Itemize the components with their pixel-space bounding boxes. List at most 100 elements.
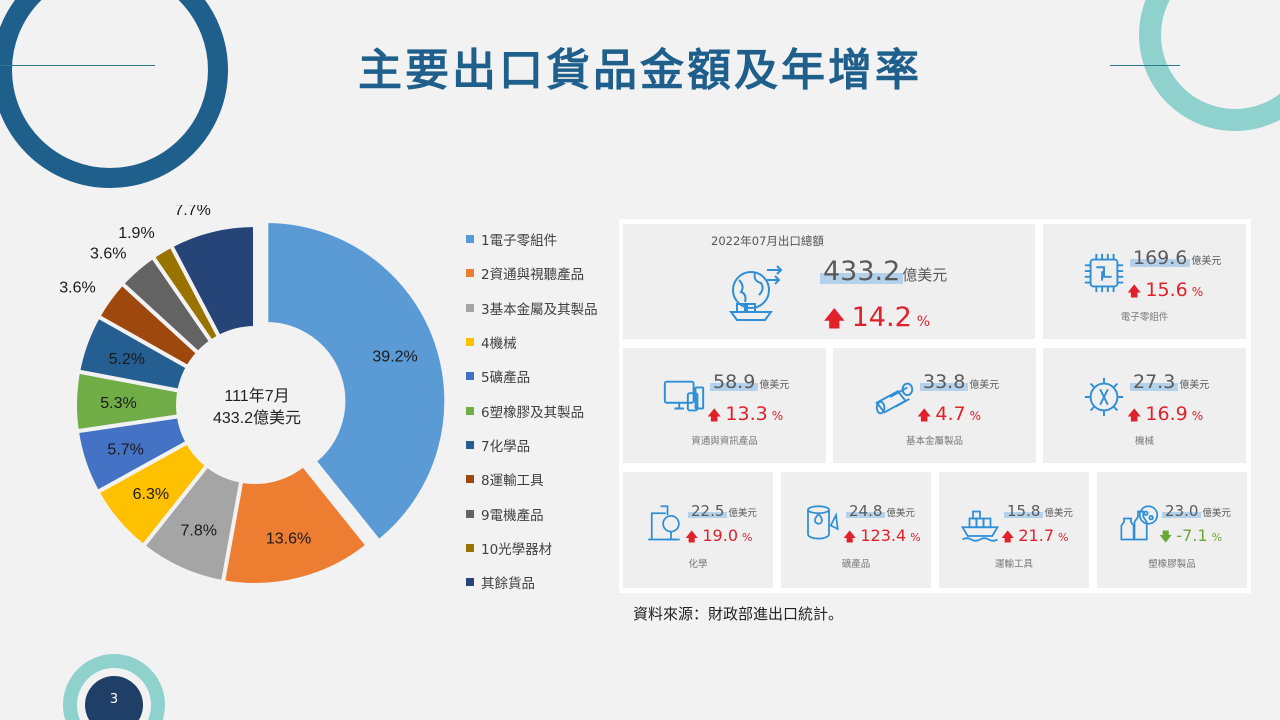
cargo-ship-icon	[960, 510, 1000, 542]
summary-caption: 2022年07月出口總額	[711, 234, 824, 248]
category-label: 礦產品	[841, 559, 871, 570]
slice-percent-label: 3.6%	[60, 279, 96, 296]
category-rate: 🡅 4.7%	[917, 403, 982, 425]
donut-slice	[264, 219, 449, 545]
category-card: 58.9 億美元 🡅 13.3% 資通與資訊產品	[623, 348, 826, 463]
data-source-note: 資料來源：財政部進出口統計。	[633, 605, 844, 623]
slice-percent-label: 39.2%	[372, 349, 417, 366]
legend-item: 10光學器材	[466, 531, 598, 565]
arrow-down-icon: 🡇	[1159, 530, 1173, 545]
slice-percent-label: 5.7%	[107, 442, 143, 459]
chip-icon	[1084, 253, 1124, 293]
category-amount: 22.5 億美元	[687, 502, 757, 520]
legend-swatch	[466, 338, 474, 347]
donut-center-line2: 433.2億美元	[213, 409, 301, 427]
legend-label: 6塑橡膠及其製品	[481, 404, 585, 421]
legend-swatch	[466, 509, 474, 518]
legend-label: 4機械	[481, 336, 517, 353]
category-rate: 🡅 123.4%	[843, 526, 921, 545]
category-card: 169.6 億美元 🡅 15.6% 電子零組件	[1043, 224, 1246, 339]
oil-barrel-icon	[807, 505, 839, 540]
category-card: 33.8 億美元 🡅 4.7% 基本金屬製品	[833, 348, 1036, 463]
category-rate: 🡅 21.7%	[1001, 526, 1069, 545]
category-card: 23.0 億美元 🡇 -7.1% 塑橡膠製品	[1097, 472, 1247, 588]
legend-item: 8運輸工具	[466, 462, 598, 496]
donut-slice	[168, 222, 257, 340]
decor-ring-top-left	[0, 0, 228, 188]
arrow-up-icon: 🡅	[1127, 284, 1142, 300]
category-amount: 24.8 億美元	[845, 502, 915, 520]
summary-card: 2022年07月出口總額 433.2 億美元 🡅 14.2%	[623, 224, 1035, 339]
category-label: 運輸工具	[994, 559, 1033, 570]
legend-label: 8運輸工具	[481, 473, 544, 490]
legend-swatch	[466, 440, 474, 449]
legend-item: 5礦產品	[466, 359, 598, 393]
legend-label: 3基本金屬及其製品	[481, 301, 598, 318]
category-label: 基本金屬製品	[905, 436, 963, 447]
arrow-up-icon: 🡅	[843, 530, 857, 545]
category-rate: 🡅 16.9%	[1127, 403, 1204, 425]
legend-item: 3基本金屬及其製品	[466, 291, 598, 325]
category-amount: 23.0 億美元	[1161, 502, 1231, 520]
category-amount: 15.8 億美元	[1003, 502, 1073, 520]
arrow-up-icon: 🡅	[685, 530, 699, 545]
metal-pipes-icon	[875, 382, 914, 415]
donut-center-line1: 111年7月	[224, 387, 289, 405]
legend-swatch	[466, 406, 474, 415]
legend-label: 9電機產品	[481, 507, 544, 524]
category-amount: 58.9 億美元	[709, 371, 790, 393]
slice-percent-label: 5.3%	[100, 395, 136, 412]
legend-swatch	[466, 235, 474, 244]
summary-amount: 433.2 億美元	[819, 256, 948, 287]
category-label: 機械	[1134, 436, 1154, 447]
arrow-up-icon: 🡅	[823, 307, 846, 332]
decor-ring-bottom-left	[63, 654, 165, 720]
legend-item: 9電機產品	[466, 496, 598, 530]
legend-label: 7化學品	[481, 438, 531, 455]
category-rate: 🡅 19.0%	[685, 526, 753, 545]
title-line-left	[0, 65, 155, 66]
category-amount: 169.6 億美元	[1129, 247, 1222, 269]
title-line-right	[1110, 65, 1180, 66]
plastic-bottles-icon	[1120, 505, 1159, 541]
slice-percent-label: 6.3%	[133, 486, 169, 503]
legend-label: 10光學器材	[481, 541, 553, 558]
slice-percent-label: 7.7%	[174, 205, 210, 219]
legend-label: 1電子零組件	[481, 233, 558, 250]
legend-swatch	[466, 269, 474, 278]
legend-swatch	[466, 578, 474, 587]
slide-title: 主要出口貨品金額及年增率	[358, 45, 922, 96]
chemistry-flask-icon	[648, 505, 680, 541]
legend-item: 4機械	[466, 325, 598, 359]
computer-devices-icon	[663, 380, 705, 412]
category-label: 化學	[688, 559, 708, 570]
slice-percent-label: 7.8%	[181, 522, 217, 539]
category-amount: 33.8 億美元	[919, 371, 1000, 393]
legend-swatch	[466, 543, 474, 552]
summary-rate: 🡅 14.2%	[823, 302, 931, 333]
arrow-up-icon: 🡅	[707, 408, 722, 424]
page-number: 3	[109, 692, 119, 707]
arrow-up-icon: 🡅	[917, 408, 932, 424]
slice-percent-label: 13.6%	[266, 530, 311, 547]
category-card: 15.8 億美元 🡅 21.7% 運輸工具	[939, 472, 1089, 588]
decor-ring-top-right	[1139, 0, 1280, 131]
category-rate: 🡅 15.6%	[1127, 279, 1204, 301]
category-amount: 27.3 億美元	[1129, 371, 1210, 393]
category-card: 22.5 億美元 🡅 19.0% 化學	[623, 472, 773, 588]
legend-item: 7化學品	[466, 428, 598, 462]
legend-label: 其餘貨品	[481, 576, 535, 593]
slice-percent-label: 3.6%	[90, 246, 126, 263]
chart-legend: 1電子零組件 2資通與視聽產品 3基本金屬及其製品 4機械 5礦產品 6塑橡膠及其製品 7化…	[466, 222, 598, 599]
export-share-donut-chart: 39.2% 13.6% 7.8% 6.3% 5.7% 5.3% 5.2% 3.6% 3.6% 1.…	[60, 205, 449, 587]
legend-item: 1電子零組件	[466, 222, 598, 256]
gear-tools-icon	[1084, 377, 1124, 417]
category-label: 塑橡膠製品	[1148, 559, 1196, 570]
arrow-up-icon: 🡅	[1001, 530, 1015, 545]
legend-label: 5礦產品	[481, 370, 531, 387]
category-rate: 🡇 -7.1%	[1159, 526, 1223, 545]
category-rate: 🡅 13.3%	[707, 403, 784, 425]
slice-percent-label: 1.9%	[118, 225, 154, 242]
global-trade-icon	[729, 265, 783, 321]
export-dashboard: 2022年07月出口總額 433.2 億美元 🡅 14.2% 169.6 億美元 🡅 1…	[619, 219, 1251, 593]
